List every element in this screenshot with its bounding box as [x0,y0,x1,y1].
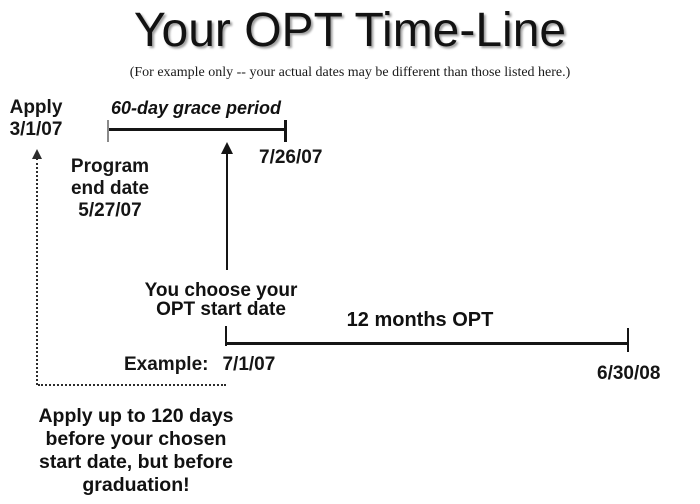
example-annotation: Example: 7/1/07 [124,354,275,376]
apply-dotted-line-horizontal [38,384,226,386]
opt-period-end-date: 6/30/08 [597,363,661,384]
apply-annotation: Apply 3/1/07 [4,97,68,141]
apply-label: Apply [9,97,63,118]
apply-note-line1: Apply up to 120 days [38,405,234,427]
program-end-date: 5/27/07 [78,200,142,221]
apply-note: Apply up to 120 days before your chosen … [28,405,244,497]
grace-period-line [108,128,286,131]
program-end-line1: Program [70,156,150,177]
grace-period-label: 60-day grace period [110,98,282,118]
opt-period-start-tick [225,326,227,346]
page-subtitle: (For example only -- your actual dates m… [129,65,571,80]
grace-period-end-tick [284,120,287,142]
page-title: Your OPT Time-Line [133,4,567,57]
opt-period-line [226,342,629,345]
apply-note-line2: before your chosen [45,428,227,450]
opt-period-end-tick [627,328,629,352]
apply-note-line3: start date, but before [39,451,233,473]
opt-period-label: 12 months OPT [346,309,494,331]
example-date: 7/1/07 [222,354,276,375]
program-end-line2: end date [70,178,150,199]
apply-date: 3/1/07 [9,119,63,140]
start-date-arrow-head-icon [221,142,233,154]
program-end-annotation: Program end date 5/27/07 [60,156,160,222]
grace-period-end-date: 7/26/07 [259,147,323,168]
apply-arrow-head-icon [32,149,42,159]
apply-dotted-line-vertical [36,158,38,385]
example-label: Example: [124,354,209,375]
grace-period-start-tick [107,120,109,142]
start-choice-annotation: You choose your OPT start date [140,281,302,319]
start-date-arrow-line [226,153,228,270]
start-choice-line2: OPT start date [156,299,286,320]
start-choice-line1: You choose your [144,280,298,301]
apply-note-line4: graduation! [82,474,190,496]
